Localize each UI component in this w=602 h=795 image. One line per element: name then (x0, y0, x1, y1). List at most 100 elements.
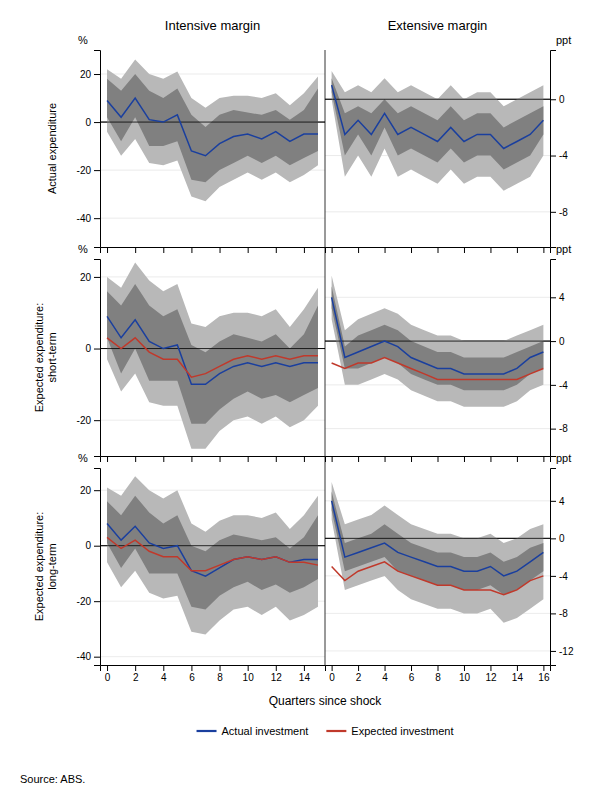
x-tick-mark (385, 665, 386, 671)
x-tick-mark (543, 665, 544, 671)
confidence-band (332, 482, 544, 623)
x-tick (220, 456, 221, 462)
x-tick: 4 (161, 665, 167, 683)
y-tick-label: 20 (80, 272, 92, 283)
x-tick-label: 0 (329, 672, 335, 683)
x-tick-mark (358, 456, 359, 462)
y-tick-label: 20 (80, 69, 92, 80)
x-tick (411, 247, 412, 253)
y-tick: 0 (85, 117, 100, 128)
y-tick-label: -20 (77, 596, 92, 607)
y-tick-label: 4 (559, 292, 565, 303)
y-axis-line (551, 469, 557, 666)
y-tick: 0 (85, 343, 100, 354)
x-tick-mark (107, 665, 108, 671)
x-tick-mark (517, 247, 518, 253)
x-tick-mark (220, 456, 221, 462)
confidence-band (332, 71, 544, 191)
x-tick-mark (464, 665, 465, 671)
y-tick-mark (94, 170, 100, 171)
y-axis: 200-20-40 (77, 51, 101, 248)
y-tick-mark (550, 429, 556, 430)
y-tick: -12 (550, 646, 574, 657)
x-tick-mark (332, 456, 333, 462)
panel: 0-4-8Extensive marginppt (325, 18, 571, 253)
series-line (107, 338, 318, 377)
x-tick-mark (438, 665, 439, 671)
row-label: Expected expenditure:short-term (33, 303, 58, 412)
y-axis: 40-4-8-12 (550, 469, 574, 666)
x-tick (385, 456, 386, 462)
y-tick: -8 (550, 423, 568, 434)
x-tick (411, 456, 412, 462)
y-tick-mark (550, 613, 556, 614)
x-tick (163, 247, 164, 253)
plot-area (100, 60, 325, 202)
x-tick-mark (107, 456, 108, 462)
grid-line (325, 500, 550, 501)
x-tick (304, 456, 305, 462)
y-tick-label: 0 (559, 94, 565, 105)
y-tick-label: -8 (559, 207, 568, 218)
zero-line (100, 122, 325, 123)
x-tick (248, 247, 249, 253)
x-tick-mark (135, 247, 136, 253)
y-tick-label: 0 (85, 117, 91, 128)
x-tick-label: 14 (512, 672, 524, 683)
x-tick (438, 247, 439, 253)
x-tick-label: 12 (485, 672, 497, 683)
x-tick (304, 247, 305, 253)
x-axis (101, 456, 326, 462)
y-tick-label: -40 (77, 213, 92, 224)
column-divider (325, 50, 326, 665)
x-tick-label: 0 (105, 672, 111, 683)
zero-line (100, 545, 325, 546)
x-tick-mark (304, 665, 305, 671)
x-tick (276, 456, 277, 462)
y-tick: 4 (550, 292, 565, 303)
x-axis-line (326, 248, 551, 254)
x-tick: 14 (299, 665, 311, 683)
plot-area (100, 476, 325, 634)
grid (100, 490, 325, 656)
y-tick-label: 0 (559, 533, 565, 544)
x-tick-mark (543, 456, 544, 462)
x-tick: 2 (133, 665, 139, 683)
x-tick (517, 247, 518, 253)
y-tick-mark (550, 385, 556, 386)
x-tick-mark (163, 247, 164, 253)
x-tick-mark (163, 456, 164, 462)
y-tick: -40 (77, 213, 100, 224)
y-tick: -4 (550, 150, 568, 161)
series-line (332, 501, 544, 576)
x-tick-mark (276, 247, 277, 253)
row-label: Expected expenditure:long-term (33, 512, 58, 621)
zero-line (325, 341, 550, 342)
y-tick-mark (550, 501, 556, 502)
x-tick-mark (543, 247, 544, 253)
zero-line (325, 341, 550, 342)
series-line (332, 562, 544, 595)
x-tick (358, 456, 359, 462)
x-tick-mark (135, 456, 136, 462)
x-tick (107, 456, 108, 462)
x-tick: 10 (459, 665, 471, 683)
x-tick-mark (385, 247, 386, 253)
grid-line (325, 211, 550, 212)
x-tick-mark (464, 456, 465, 462)
y-axis-line (94, 51, 101, 248)
x-tick: 16 (538, 665, 550, 683)
panel: 200-20-40Intensive margin%Actual expendi… (46, 18, 326, 253)
x-tick-mark (438, 456, 439, 462)
x-tick-mark (191, 247, 192, 253)
grid (100, 74, 325, 218)
series-line (107, 537, 318, 570)
x-tick-mark (276, 665, 277, 671)
x-tick-mark (517, 665, 518, 671)
y-tick: 0 (85, 540, 100, 551)
unit-label: ppt (556, 34, 571, 46)
x-axis-title: Quarters since shock (269, 694, 383, 708)
x-tick-mark (358, 247, 359, 253)
x-tick (248, 456, 249, 462)
y-tick-mark (550, 212, 556, 213)
